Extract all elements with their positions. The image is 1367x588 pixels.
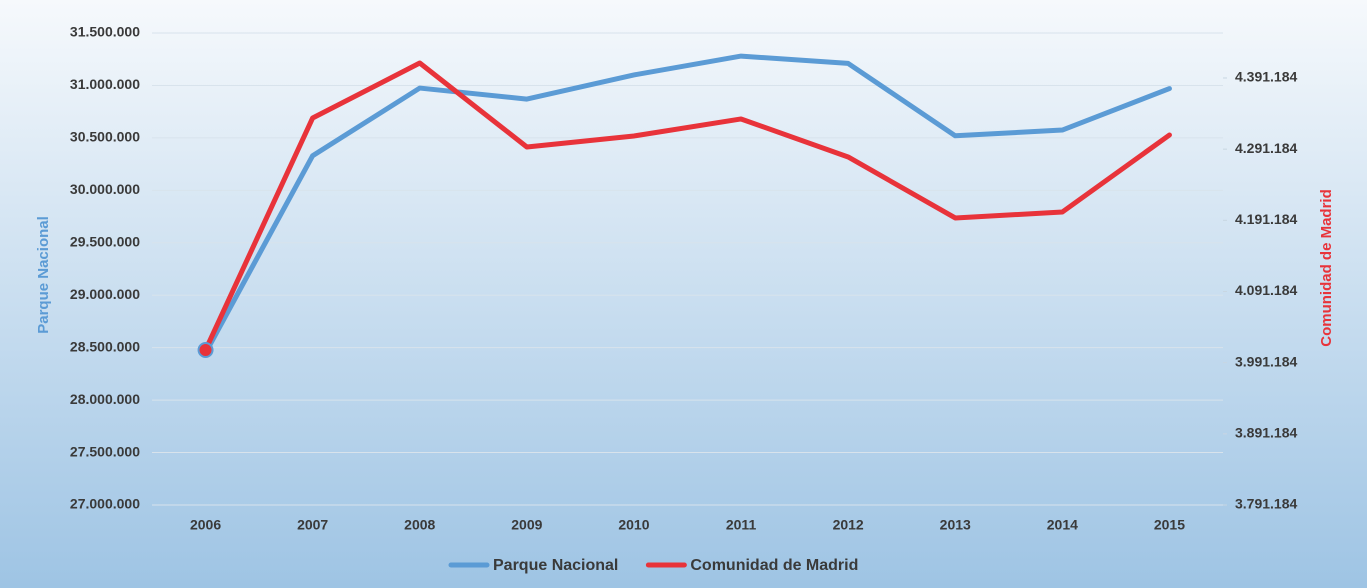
y2-tick-label: 4.391.184 xyxy=(1235,69,1297,85)
y2-tick-label: 3.791.184 xyxy=(1235,496,1297,512)
x-tick-label: 2007 xyxy=(297,517,328,533)
point-marker xyxy=(197,341,214,358)
y-tick-label: 28.500.000 xyxy=(70,338,140,354)
x-tick-label: 2006 xyxy=(190,517,221,533)
y2-tick-label: 3.891.184 xyxy=(1235,425,1297,441)
series-line xyxy=(203,60,1172,353)
x-tick-label: 2012 xyxy=(833,517,864,533)
x-tick-label: 2014 xyxy=(1047,517,1078,533)
x-tick-label: 2008 xyxy=(404,517,435,533)
legend-label: Comunidad de Madrid xyxy=(690,557,858,574)
y-tick-label: 29.000.000 xyxy=(70,286,140,302)
x-tick-label: 2015 xyxy=(1154,517,1185,533)
y2-tick-label: 4.091.184 xyxy=(1235,282,1297,298)
legend-label: Parque Nacional xyxy=(493,557,618,574)
y2-axis-title: Comunidad de Madrid xyxy=(1318,189,1335,347)
y2-tick-label: 4.191.184 xyxy=(1235,211,1297,227)
y-tick-label: 28.000.000 xyxy=(70,391,140,407)
series-line xyxy=(203,53,1172,356)
x-tick-label: 2011 xyxy=(726,517,757,533)
y2-tick-label: 3.991.184 xyxy=(1235,353,1297,369)
y-tick-label: 30.000.000 xyxy=(70,181,140,197)
y-tick-label: 27.500.000 xyxy=(70,443,140,459)
x-tick-label: 2013 xyxy=(940,517,971,533)
y-tick-label: 31.500.000 xyxy=(70,24,140,40)
y-tick-label: 27.000.000 xyxy=(70,496,140,512)
y-tick-label: 30.500.000 xyxy=(70,129,140,145)
y-axis-title: Parque Nacional xyxy=(35,216,52,334)
y-tick-label: 29.500.000 xyxy=(70,233,140,249)
x-tick-label: 2010 xyxy=(618,517,649,533)
y2-tick-label: 4.291.184 xyxy=(1235,140,1297,156)
y-tick-label: 31.000.000 xyxy=(70,76,140,92)
x-tick-label: 2009 xyxy=(511,517,542,533)
